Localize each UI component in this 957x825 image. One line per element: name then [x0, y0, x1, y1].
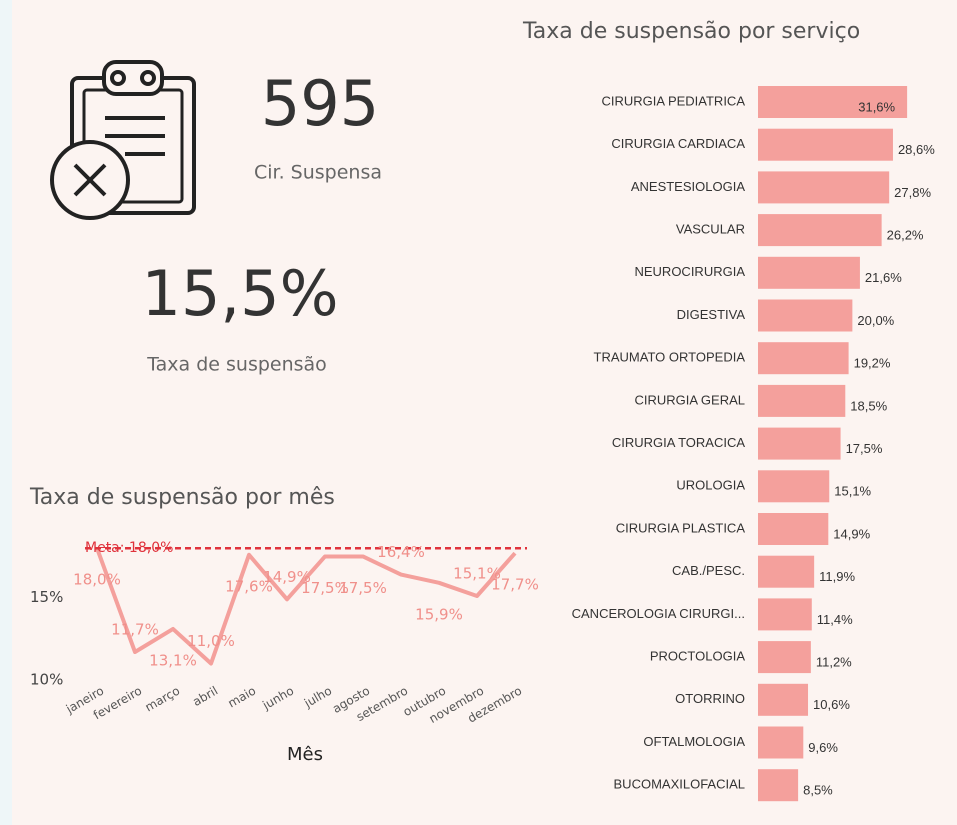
bar: [758, 427, 841, 460]
bar: [758, 256, 860, 289]
chart-title: Taxa de suspensão por mês: [29, 485, 335, 510]
data-label: 8,5%: [803, 783, 833, 798]
data-label: 11,7%: [111, 621, 159, 639]
x-axis-label: Mês: [287, 744, 323, 765]
category-label: OTORRINO: [675, 691, 745, 706]
data-label: 26,2%: [887, 228, 924, 243]
kpi-value: 15,5%: [142, 257, 339, 330]
category-label: CIRURGIA CARDIACA: [611, 136, 745, 151]
bar: [758, 726, 804, 759]
data-label: 31,6%: [858, 99, 895, 114]
line: [95, 547, 517, 666]
data-label: 15,1%: [834, 484, 871, 499]
bar: [758, 128, 893, 161]
category-label: CAB./PESC.: [672, 563, 745, 578]
data-label: 17,7%: [491, 576, 539, 594]
bar: [758, 555, 815, 588]
data-label: 9,6%: [808, 740, 838, 755]
kpi-label: Taxa de suspensão: [146, 354, 327, 376]
category-label: OFTALMOLOGIA: [643, 734, 745, 749]
category-label: CIRURGIA GERAL: [634, 392, 745, 407]
data-label: 17,5%: [301, 579, 349, 597]
category-label: VASCULAR: [676, 222, 745, 237]
data-label: 11,9%: [819, 569, 855, 584]
data-label: 17,6%: [225, 577, 273, 595]
data-label: 21,6%: [865, 270, 902, 285]
category-label: BUCOMAXILOFACIAL: [614, 777, 745, 792]
data-label: 11,4%: [817, 612, 853, 627]
data-label: 27,8%: [894, 185, 931, 200]
kpi-value: 595: [261, 67, 379, 140]
data-label: 13,1%: [149, 651, 197, 669]
category-label: CIRURGIA PLASTICA: [616, 520, 746, 535]
bar: [758, 769, 799, 802]
bar: [758, 171, 890, 204]
category-label: CIRURGIA TORACICA: [612, 435, 745, 450]
category-label: PROCTOLOGIA: [650, 649, 745, 664]
y-tick-label: 15%: [30, 588, 63, 606]
data-label: 28,6%: [898, 142, 935, 157]
bar: [758, 470, 830, 503]
bar: [758, 214, 882, 247]
data-label: 17,5%: [846, 441, 883, 456]
category-label: UROLOGIA: [676, 478, 745, 493]
category-label: TRAUMATO ORTOPEDIA: [594, 350, 746, 365]
bar: [758, 342, 849, 375]
bar: [758, 683, 809, 716]
data-label: 15,9%: [415, 605, 463, 623]
category-label: CANCEROLOGIA CIRURGI...: [572, 606, 745, 621]
bar: [758, 598, 812, 631]
data-label: 16,4%: [377, 543, 425, 561]
data-label: 20,0%: [857, 313, 894, 328]
data-label: 18,0%: [73, 571, 121, 589]
data-label: 14,9%: [263, 568, 311, 586]
kpi-label: Cir. Suspensa: [254, 162, 382, 184]
data-label: 19,2%: [854, 356, 891, 371]
data-label: 11,0%: [187, 632, 235, 650]
bar: [758, 641, 811, 674]
chart-title: Taxa de suspensão por serviço: [522, 19, 860, 44]
data-label: 11,2%: [816, 655, 852, 670]
category-label: CIRURGIA PEDIATRICA: [601, 93, 745, 108]
y-tick-label: 10%: [30, 671, 63, 689]
category-label: ANESTESIOLOGIA: [631, 179, 745, 194]
bar: [758, 513, 829, 545]
data-label: 18,5%: [850, 398, 887, 413]
category-label: NEUROCIRURGIA: [634, 264, 745, 279]
bar: [758, 299, 853, 332]
data-label: 17,5%: [339, 579, 387, 597]
data-label: 15,1%: [453, 565, 501, 583]
bar: [758, 86, 908, 118]
data-label: 14,9%: [833, 526, 870, 541]
clipboard-icon: [50, 60, 196, 220]
target-label: Meta: 18,0%: [85, 540, 173, 556]
data-label: 10,6%: [813, 697, 850, 712]
category-label: DIGESTIVA: [677, 307, 746, 322]
bar: [758, 384, 846, 417]
